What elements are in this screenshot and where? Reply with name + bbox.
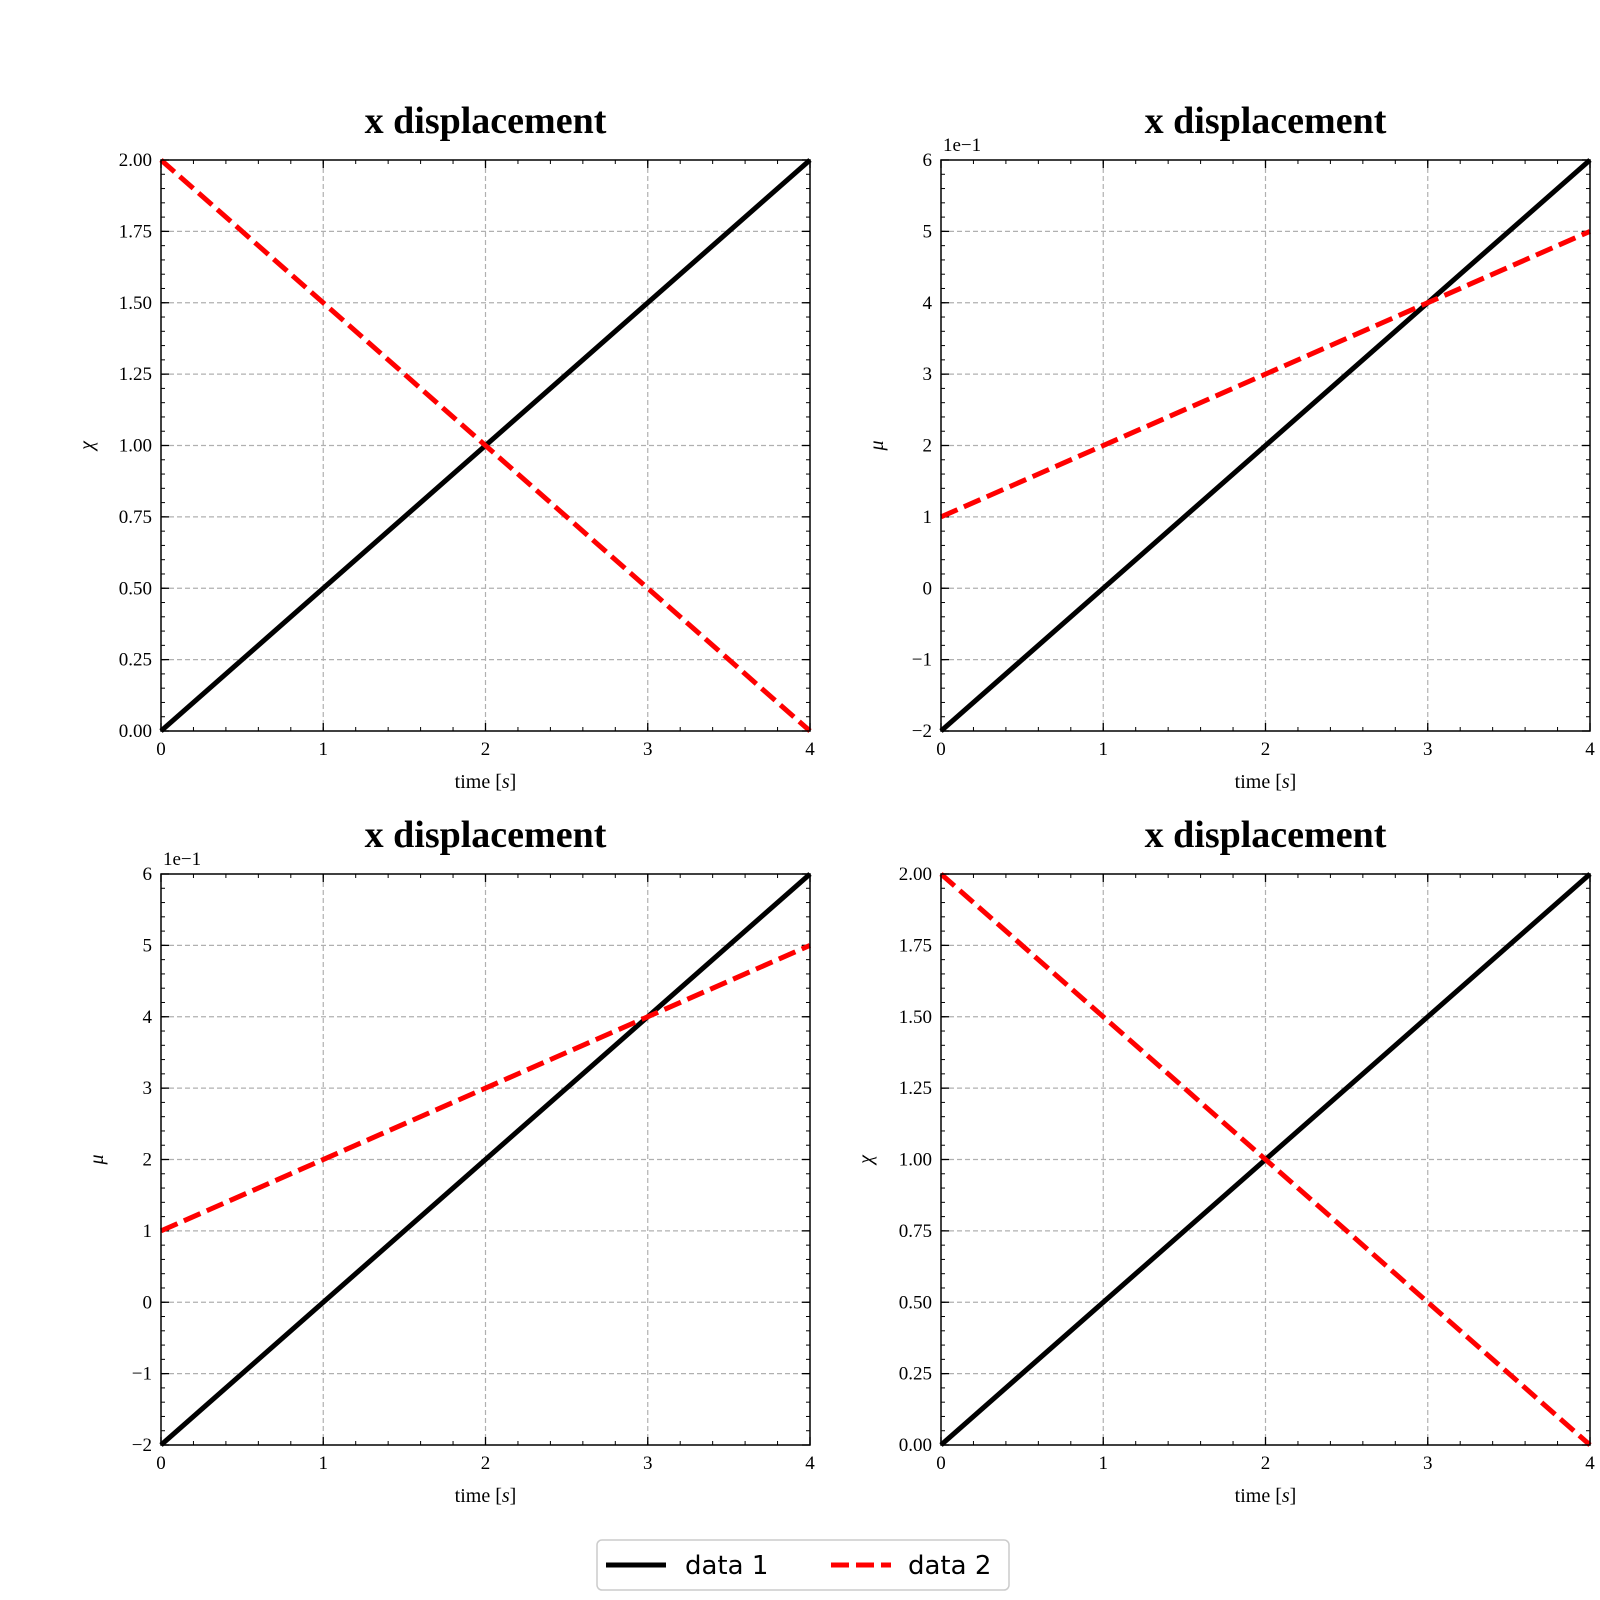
subplot-title: x displacement	[365, 814, 607, 856]
legend-label-data-1: data 1	[685, 1551, 768, 1581]
y-tick-label: 1.75	[119, 221, 152, 242]
x-tick-label: 4	[805, 1453, 815, 1474]
y-tick-label: 1.00	[119, 436, 152, 457]
series-line-data-1	[159, 872, 812, 1447]
subplot-4: 0 1 2 3 4 0.00 0.25 0.50 0.75 1.00 1.25 1.50 1.75 2.0…	[855, 814, 1595, 1507]
axes-frame	[160, 159, 811, 732]
y-tick-label: 0	[143, 1292, 153, 1313]
series-line-data-2	[939, 229, 1592, 520]
x-axis-label: time [s]	[1235, 1485, 1297, 1507]
legend-frame	[596, 1539, 1010, 1591]
legend-label-data-2: data 2	[908, 1551, 991, 1581]
x-tick-label: 1	[1099, 1453, 1109, 1474]
y-tick-label: 0	[923, 578, 933, 599]
y-tick-label: 5	[923, 221, 933, 242]
axes-frame	[160, 873, 811, 1446]
y-axis-label: χ	[76, 440, 98, 452]
y-tick-label: 1.75	[899, 935, 932, 956]
x-tick-label: 2	[1261, 1453, 1271, 1474]
y-tick-label: 1.50	[119, 293, 152, 314]
legend: data 1 data 2	[596, 1539, 1010, 1591]
x-tick-label: 3	[1423, 1453, 1433, 1474]
y-tick-label: 4	[923, 293, 933, 314]
x-tick-label: 0	[936, 739, 946, 760]
y-tick-label: −2	[132, 1435, 152, 1456]
x-axis-label: time [s]	[1235, 771, 1297, 793]
y-tick-label: 5	[143, 935, 153, 956]
x-tick-label: 4	[1585, 739, 1595, 760]
x-tick-label: 3	[643, 739, 653, 760]
y-tick-label: 0.75	[899, 1221, 932, 1242]
y-offset-text: 1e−1	[163, 849, 201, 870]
y-axis-label: μ	[86, 1154, 108, 1165]
x-tick-label: 0	[156, 739, 166, 760]
y-tick-label: 3	[143, 1078, 153, 1099]
subplot-2: 0 1 2 3 4 −2 −1 0 1 2 3 4 5 6 x displacement time [s] μ 1…	[866, 100, 1595, 793]
y-tick-label: −1	[912, 650, 932, 671]
subplot-title: x displacement	[1145, 814, 1387, 856]
y-tick-label: 6	[143, 864, 153, 885]
y-offset-text: 1e−1	[943, 135, 981, 156]
x-tick-label: 0	[156, 1453, 166, 1474]
axes-frame	[940, 873, 1591, 1446]
subplot-1: 0 1 2 3 4 0.00 0.25 0.50 0.75 1.00 1.25 1.50 1.75 2.0…	[76, 100, 815, 793]
y-tick-label: 0.75	[119, 507, 152, 528]
y-tick-label: −1	[132, 1364, 152, 1385]
x-tick-label: 2	[1261, 739, 1271, 760]
series-line-data-1	[939, 158, 1592, 733]
y-axis-label: μ	[866, 440, 888, 451]
y-tick-label: 6	[923, 150, 933, 171]
y-tick-label: 2	[923, 436, 933, 457]
y-tick-label: 0.50	[899, 1292, 932, 1313]
y-axis-label: χ	[855, 1154, 877, 1166]
x-tick-label: 3	[643, 1453, 653, 1474]
x-tick-label: 2	[481, 739, 491, 760]
subplot-title: x displacement	[1145, 100, 1387, 142]
x-tick-label: 0	[936, 1453, 946, 1474]
subplot-title: x displacement	[365, 100, 607, 142]
y-tick-label: 2.00	[899, 864, 932, 885]
y-tick-label: 0.50	[119, 578, 152, 599]
y-tick-label: 2	[143, 1150, 153, 1171]
x-tick-label: 1	[1099, 739, 1109, 760]
x-tick-label: 1	[319, 739, 329, 760]
y-tick-label: 1.25	[899, 1078, 932, 1099]
x-axis-label: time [s]	[455, 771, 517, 793]
series-line-data-2	[159, 158, 812, 733]
series-line-data-2	[939, 872, 1592, 1447]
x-tick-label: 3	[1423, 739, 1433, 760]
y-tick-label: −2	[912, 721, 932, 742]
axes-frame	[940, 159, 1591, 732]
x-tick-label: 4	[805, 739, 815, 760]
x-tick-label: 1	[319, 1453, 329, 1474]
x-tick-label: 4	[1585, 1453, 1595, 1474]
subplot-3: 0 1 2 3 4 −2 −1 0 1 2 3 4 5 6 x displacement time [s] μ 1…	[86, 814, 815, 1507]
y-tick-label: 1.00	[899, 1150, 932, 1171]
y-tick-label: 3	[923, 364, 933, 385]
y-tick-label: 2.00	[119, 150, 152, 171]
x-tick-label: 2	[481, 1453, 491, 1474]
y-tick-label: 0.25	[119, 650, 152, 671]
y-tick-label: 0.00	[119, 721, 152, 742]
y-tick-label: 1.50	[899, 1007, 932, 1028]
y-tick-label: 4	[143, 1007, 153, 1028]
y-tick-label: 1.25	[119, 364, 152, 385]
series-line-data-2	[159, 943, 812, 1234]
y-tick-label: 1	[923, 507, 933, 528]
y-tick-label: 1	[143, 1221, 153, 1242]
y-tick-label: 0.00	[899, 1435, 932, 1456]
x-axis-label: time [s]	[455, 1485, 517, 1507]
y-tick-label: 0.25	[899, 1364, 932, 1385]
